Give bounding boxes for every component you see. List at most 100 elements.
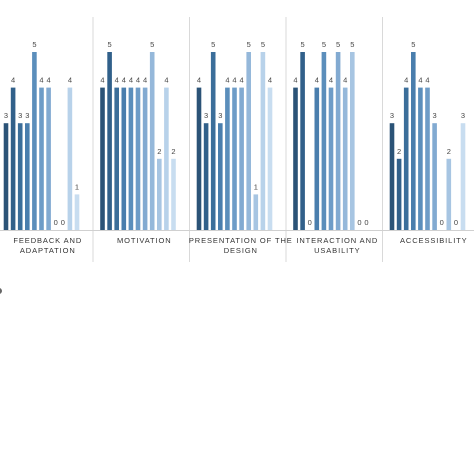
bar-3-1 xyxy=(196,87,202,230)
bar-1-1 xyxy=(3,123,9,230)
value-label-3-9: 1 xyxy=(254,182,258,191)
category-label-2-line-1: MOTIVATION xyxy=(117,236,172,245)
value-label-3-2: 3 xyxy=(204,111,208,120)
value-label-3-1: 4 xyxy=(197,76,201,85)
bar-4-8 xyxy=(342,87,348,230)
value-label-4-11: 0 xyxy=(364,218,368,227)
value-label-5-2: 2 xyxy=(397,147,401,156)
bars-layer xyxy=(3,52,466,230)
value-label-5-10: 0 xyxy=(454,218,458,227)
bar-2-3 xyxy=(114,87,119,230)
group-separators xyxy=(0,17,474,262)
bar-3-3 xyxy=(210,52,216,230)
value-label-4-9: 5 xyxy=(350,40,354,49)
value-label-1-8: 0 xyxy=(54,218,58,227)
value-label-1-6: 4 xyxy=(39,76,43,85)
value-label-3-8: 5 xyxy=(247,40,251,49)
bar-3-11 xyxy=(267,87,273,230)
value-label-2-5: 4 xyxy=(129,76,133,85)
value-label-5-5: 4 xyxy=(418,76,422,85)
bar-1-3 xyxy=(17,123,23,230)
value-label-4-3: 0 xyxy=(308,218,312,227)
bar-3-4 xyxy=(218,123,223,230)
bar-3-8 xyxy=(246,52,251,230)
value-label-3-4: 3 xyxy=(218,111,222,120)
value-label-4-5: 5 xyxy=(322,40,326,49)
bar-2-4 xyxy=(121,87,127,230)
value-label-1-4: 3 xyxy=(25,111,29,120)
value-label-4-10: 0 xyxy=(357,218,361,227)
bar-1-4 xyxy=(25,123,30,230)
bar-4-5 xyxy=(321,52,327,230)
bar-1-5 xyxy=(32,52,37,230)
value-label-5-7: 3 xyxy=(433,111,437,120)
value-label-5-3: 4 xyxy=(404,76,408,85)
value-label-1-3: 3 xyxy=(18,111,22,120)
bar-2-8 xyxy=(149,52,155,230)
bar-4-1 xyxy=(293,87,298,230)
bar-3-9 xyxy=(253,194,259,230)
value-label-1-9: 0 xyxy=(61,218,65,227)
value-label-3-11: 4 xyxy=(268,76,272,85)
bar-4-4 xyxy=(314,87,320,230)
bar-1-6 xyxy=(39,87,44,230)
value-label-2-3: 4 xyxy=(115,76,119,85)
value-label-2-7: 4 xyxy=(143,76,147,85)
bar-5-11 xyxy=(460,123,466,230)
bar-1-11 xyxy=(74,194,80,230)
value-label-5-4: 5 xyxy=(411,40,415,49)
bar-5-7 xyxy=(432,123,437,230)
cropped-marker xyxy=(0,288,2,294)
value-label-4-8: 4 xyxy=(343,76,347,85)
value-label-5-11: 3 xyxy=(461,111,465,120)
bar-1-7 xyxy=(46,87,51,230)
bar-1-2 xyxy=(10,87,16,230)
value-label-3-5: 4 xyxy=(225,76,229,85)
value-label-1-10: 4 xyxy=(68,76,72,85)
value-label-3-7: 4 xyxy=(240,76,244,85)
bar-2-1 xyxy=(100,87,105,230)
bar-5-3 xyxy=(403,87,409,230)
bar-2-9 xyxy=(157,158,162,230)
value-label-2-4: 4 xyxy=(122,76,126,85)
value-label-3-6: 4 xyxy=(232,76,236,85)
value-label-3-3: 5 xyxy=(211,40,215,49)
bar-2-11 xyxy=(171,158,176,230)
value-label-1-7: 4 xyxy=(47,76,51,85)
bar-3-10 xyxy=(260,52,266,230)
bar-2-10 xyxy=(164,87,169,230)
value-label-4-7: 5 xyxy=(336,40,340,49)
value-label-2-8: 5 xyxy=(150,40,154,49)
value-label-1-11: 1 xyxy=(75,182,79,191)
category-label-1-line-1: FEEDBACK AND xyxy=(13,236,82,245)
bar-2-5 xyxy=(128,87,134,230)
bar-1-10 xyxy=(67,87,73,230)
bar-3-7 xyxy=(239,87,244,230)
category-label-5-line-1: ACCESSIBILITY xyxy=(400,236,468,245)
value-label-2-6: 4 xyxy=(136,76,140,85)
bar-2-7 xyxy=(142,87,148,230)
category-label-4-line-2: USABILITY xyxy=(314,246,360,255)
value-label-5-1: 3 xyxy=(390,111,394,120)
category-label-1-line-2: ADAPTATION xyxy=(20,246,76,255)
value-label-3-10: 5 xyxy=(261,40,265,49)
category-label-3-line-1: PRESENTATION OF THE xyxy=(189,236,293,245)
value-label-1-1: 3 xyxy=(4,111,8,120)
bar-5-2 xyxy=(396,158,402,230)
bar-5-4 xyxy=(411,52,416,230)
value-label-1-5: 5 xyxy=(32,40,36,49)
value-label-2-2: 5 xyxy=(108,40,112,49)
value-label-5-9: 2 xyxy=(447,147,451,156)
value-label-4-2: 5 xyxy=(301,40,305,49)
bar-3-5 xyxy=(225,87,230,230)
value-label-5-8: 0 xyxy=(440,218,444,227)
value-label-2-10: 4 xyxy=(164,76,168,85)
bar-4-9 xyxy=(350,52,355,230)
bar-5-1 xyxy=(389,123,395,230)
bar-2-6 xyxy=(135,87,141,230)
bar-4-6 xyxy=(328,87,334,230)
value-label-2-11: 2 xyxy=(171,147,175,156)
category-label-3-line-2: DESIGN xyxy=(224,246,258,255)
